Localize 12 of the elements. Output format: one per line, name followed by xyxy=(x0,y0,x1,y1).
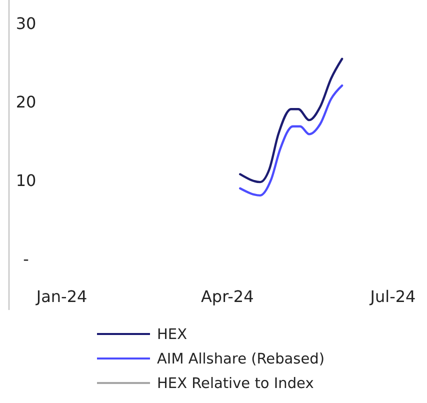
legend-label: HEX Relative to Index xyxy=(157,376,314,392)
y-tick-label: - xyxy=(23,250,29,269)
legend-label: HEX xyxy=(157,327,188,344)
y-tick-label: 20 xyxy=(16,92,36,112)
y-tick-label: 30 xyxy=(16,14,36,34)
legend-label: AIM Allshare (Rebased) xyxy=(157,352,325,368)
line-series xyxy=(239,84,344,197)
y-tick-label: 10 xyxy=(16,171,36,190)
line-series xyxy=(239,58,344,184)
x-tick-label: Jul-24 xyxy=(369,287,416,306)
x-tick-label: Jan-24 xyxy=(35,287,88,306)
x-tick-label: Apr-24 xyxy=(200,287,254,306)
